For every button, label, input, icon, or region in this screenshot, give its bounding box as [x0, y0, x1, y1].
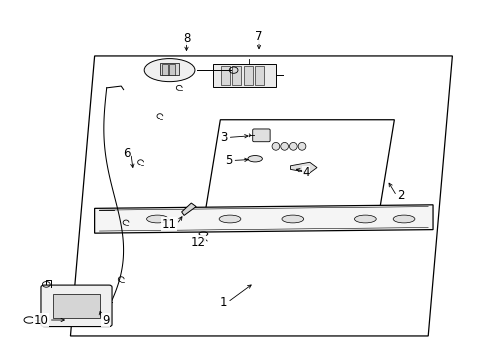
- Bar: [232, 66, 241, 85]
- Text: 2: 2: [396, 189, 404, 202]
- Text: 12: 12: [190, 235, 205, 248]
- Bar: [255, 66, 264, 85]
- Ellipse shape: [354, 215, 375, 223]
- Bar: [162, 64, 167, 75]
- Polygon shape: [181, 203, 196, 215]
- Text: 7: 7: [255, 30, 262, 43]
- Text: 11: 11: [162, 218, 177, 231]
- Text: 5: 5: [224, 154, 232, 167]
- Bar: [160, 63, 179, 76]
- Ellipse shape: [298, 143, 305, 150]
- Text: 3: 3: [220, 131, 227, 144]
- Ellipse shape: [271, 143, 279, 150]
- Bar: [213, 64, 275, 87]
- Ellipse shape: [146, 215, 168, 223]
- Ellipse shape: [392, 215, 414, 223]
- Bar: [221, 66, 229, 85]
- Polygon shape: [290, 162, 316, 173]
- Bar: [244, 66, 253, 85]
- Text: 10: 10: [34, 314, 49, 327]
- Text: 1: 1: [220, 296, 227, 309]
- Ellipse shape: [289, 143, 297, 150]
- Ellipse shape: [247, 156, 262, 162]
- Text: 4: 4: [302, 166, 309, 179]
- Ellipse shape: [282, 215, 303, 223]
- Bar: [169, 64, 175, 75]
- Ellipse shape: [280, 143, 288, 150]
- FancyBboxPatch shape: [252, 129, 269, 142]
- Text: 8: 8: [183, 32, 190, 45]
- FancyBboxPatch shape: [41, 285, 112, 327]
- Text: 9: 9: [102, 314, 109, 327]
- Ellipse shape: [219, 215, 241, 223]
- Text: 6: 6: [123, 147, 131, 160]
- Bar: [53, 294, 100, 318]
- Polygon shape: [95, 205, 432, 233]
- Ellipse shape: [144, 59, 195, 82]
